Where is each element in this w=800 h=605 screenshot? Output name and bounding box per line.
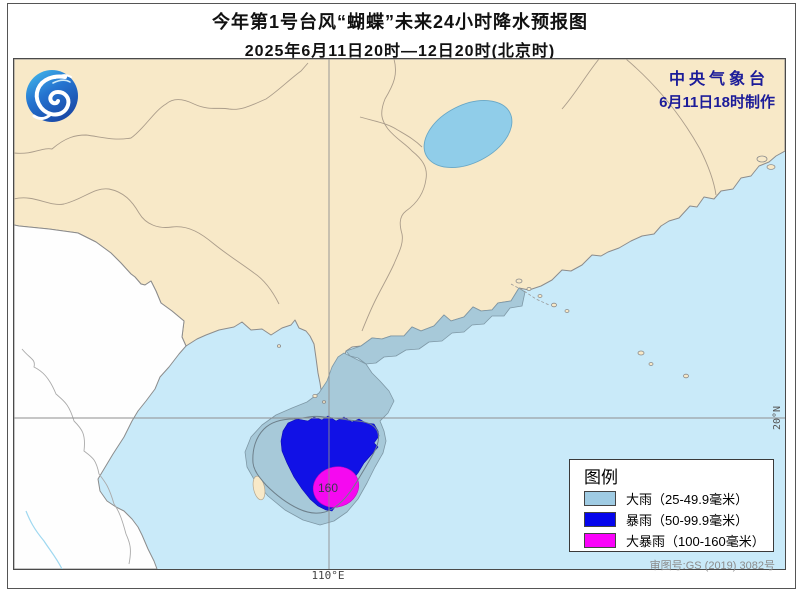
legend-box: 图例 大雨（25-49.9毫米） 暴雨（50-99.9毫米） 大暴雨（100-1… [569,459,774,552]
latitude-label: 20°N [772,405,783,431]
cma-logo-icon [26,70,78,122]
maker-agency: 中央气象台 [669,71,770,88]
province-boundaries [14,59,717,332]
maker-credit: 中央气象台 6月11日18时制作 [659,65,775,112]
heavy-rain-area-coastal-band [345,287,526,365]
legend-row-heavy-rain: 大雨（25-49.9毫米） [584,491,773,507]
max-rainfall-annotation: 160 [318,481,338,495]
forecast-map: 160 中央气象台 6月11日18时制作 图例 大雨（25-49.9毫米） [13,58,786,572]
heavy-rain-swatch [584,491,616,506]
legend-row-rainstorm: 暴雨（50-99.9毫米） [584,512,773,528]
heavy-rain-area-inland [423,100,513,168]
administrative-dashed-line [510,283,550,306]
legend-title: 图例 [584,468,618,487]
small-islands [276,155,776,404]
map-approval-number: 审图号:GS (2019) 3082号 [649,560,775,572]
hainan-land-gap [252,475,266,501]
foreign-interior-boundary [21,348,131,565]
hainan-island-outline [252,415,379,514]
rainstorm-label: 暴雨（50-99.9毫米） [626,513,749,528]
map-canvas: 160 [14,59,785,569]
severe-rainstorm-label: 大暴雨（100-160毫米） [626,534,765,549]
maker-issue-time: 6月11日18时制作 [659,94,775,111]
rainstorm-swatch [584,512,616,527]
title-block: 今年第1号台风“蝴蝶”未来24小时降水预报图 2025年6月11日20时—12日… [0,8,800,61]
longitude-label: 110°E [311,569,345,582]
foreign-landmass-vietnam [14,224,187,569]
severe-rainstorm-swatch [584,533,616,548]
heavy-rain-label: 大雨（25-49.9毫米） [626,492,749,507]
page-subtitle: 2025年6月11日20时—12日20时(北京时) [244,43,556,60]
page-title: 今年第1号台风“蝴蝶”未来24小时降水预报图 [211,12,589,32]
river-line [25,510,63,569]
legend-row-severe-rainstorm: 大暴雨（100-160毫米） [584,533,773,549]
